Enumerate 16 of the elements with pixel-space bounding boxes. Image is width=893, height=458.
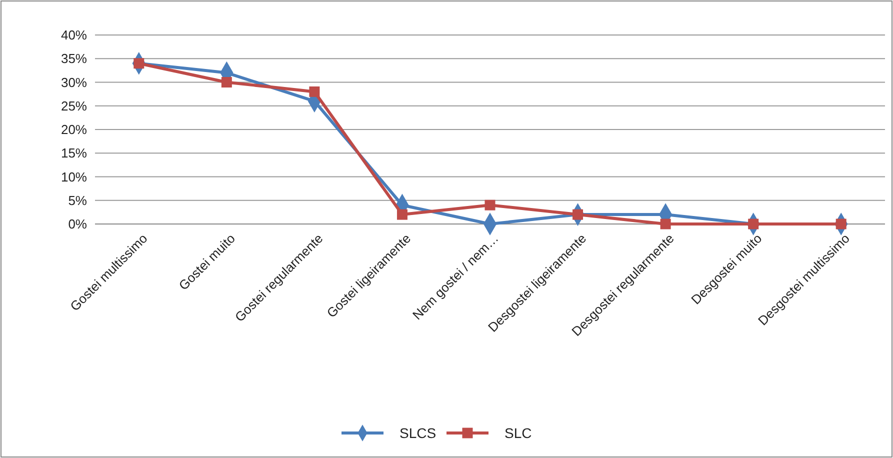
y-tick-label: 15% <box>60 146 88 161</box>
point <box>660 218 671 230</box>
y-tick-label: 5% <box>68 192 88 208</box>
point <box>221 77 232 88</box>
y-tick-label: 0% <box>68 216 88 232</box>
y-tick-label: 25% <box>60 98 88 114</box>
y-tick-label: 35% <box>60 51 88 66</box>
y-tick-label: 40% <box>60 28 88 43</box>
y-tick-label: 10% <box>60 169 88 184</box>
point <box>484 200 496 210</box>
legend-label: SLCS <box>400 424 436 441</box>
y-tick-label: 30% <box>60 74 88 90</box>
y-tick-label: 20% <box>60 122 88 138</box>
point <box>396 209 408 220</box>
legend-label: SLC <box>504 424 532 441</box>
point <box>309 86 320 97</box>
